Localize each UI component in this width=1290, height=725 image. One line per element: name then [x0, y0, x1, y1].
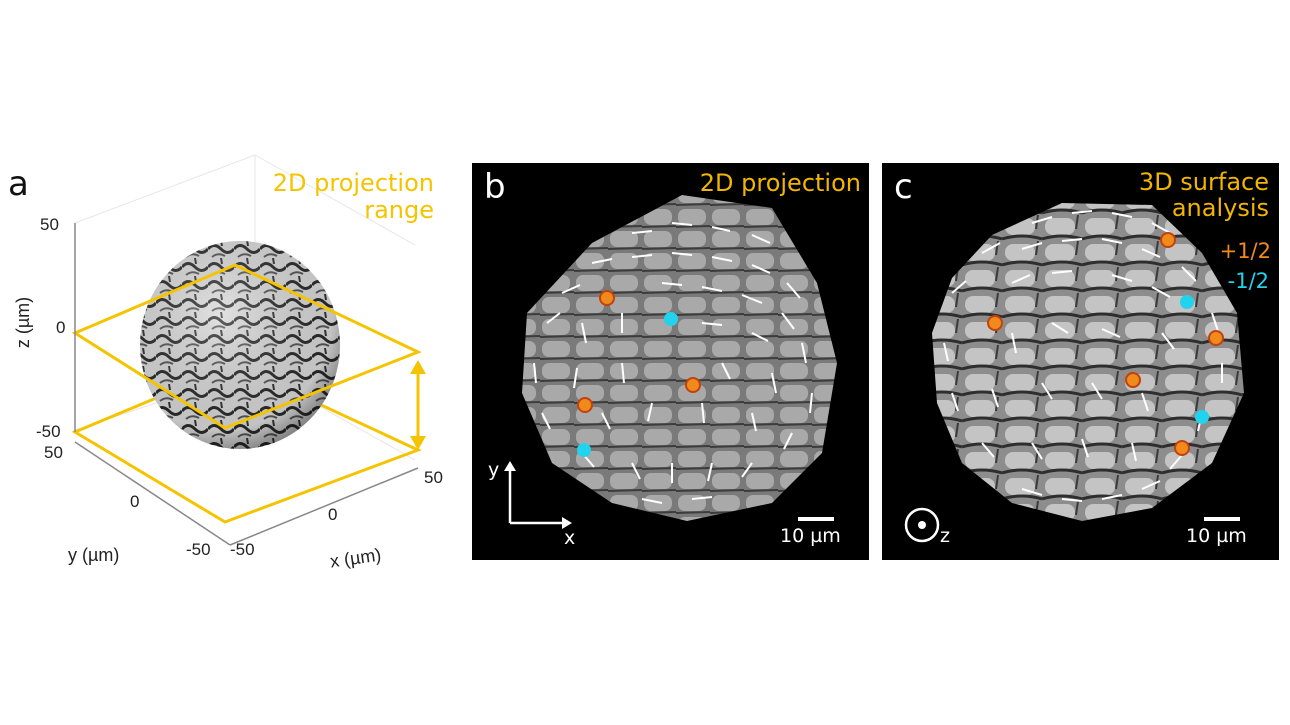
cell-surface	[932, 203, 1244, 521]
annotation-line-1: 2D projection	[272, 169, 434, 197]
scalebar-c	[1204, 517, 1240, 521]
plus-half-defect	[1160, 232, 1176, 248]
xy-axis-arrows	[504, 461, 572, 529]
panel-a-letter: a	[8, 164, 29, 204]
plus-half-defect	[599, 290, 615, 306]
projection-plane	[71, 263, 422, 430]
scalebar-b-label: 10 µm	[780, 525, 841, 547]
panel-b-projection-image	[504, 195, 837, 529]
director-field	[533, 222, 813, 504]
annotation-line-2: range	[364, 196, 434, 224]
plus-half-defect	[1174, 440, 1190, 456]
legend-minus-half: -1/2	[1227, 269, 1269, 293]
plus-half-defect	[577, 397, 593, 413]
plus-half-defect	[987, 315, 1003, 331]
plus-half-defect	[1125, 372, 1141, 388]
y-axis-label: y (µm)	[68, 545, 120, 565]
panel-c-letter: c	[894, 167, 913, 207]
scalebar-b	[798, 517, 834, 521]
panel-c-title-line-2: analysis	[1171, 194, 1269, 222]
y-tick-neg50: -50	[186, 540, 211, 559]
director-field-3d	[943, 210, 1223, 502]
projection-range-annotation: 2D projection range	[273, 170, 434, 224]
z-tick-0: 0	[56, 318, 66, 337]
cell-projection	[522, 195, 837, 521]
plus-half-defect	[685, 377, 701, 393]
panel-b-letter: b	[484, 167, 506, 207]
z-tick-50: 50	[40, 215, 59, 234]
range-double-arrow	[410, 360, 426, 450]
panel-b-title: 2D projection	[699, 169, 861, 197]
z-tick-neg50: -50	[36, 422, 61, 441]
cell-sphere	[140, 241, 340, 449]
x-tick-neg50: -50	[230, 540, 255, 559]
axes-lines	[74, 223, 419, 546]
panel-a: a	[0, 150, 470, 590]
panel-b: b 2D projection y x 10 µm	[472, 163, 869, 560]
y-tick-50: 50	[44, 443, 63, 462]
plus-half-defect	[1208, 330, 1224, 346]
panel-c-surface-image	[904, 203, 1244, 543]
panel-c: c 3D surface analysis +1/2 -1/2 z 10 µm	[882, 163, 1279, 560]
axis-x-label: x	[564, 527, 576, 549]
minus-half-defect	[664, 312, 678, 326]
scalebar-c-label: 10 µm	[1186, 525, 1247, 547]
x-tick-0: 0	[328, 505, 338, 524]
y-tick-0: 0	[130, 492, 140, 511]
defects-panel-b	[577, 290, 701, 457]
z-axis-label: z (µm)	[13, 296, 34, 349]
panel-a-3d-plot	[71, 154, 426, 546]
z-out-of-plane-icon	[904, 507, 940, 543]
minus-half-defect	[1180, 295, 1194, 309]
minus-half-defect	[1195, 410, 1209, 424]
panel-c-title-line-1: 3D surface	[1138, 168, 1269, 196]
axis-z-label: z	[940, 525, 950, 547]
defects-panel-c	[987, 232, 1224, 456]
x-tick-50: 50	[424, 468, 443, 487]
axis-y-label: y	[488, 459, 500, 481]
legend-plus-half: +1/2	[1219, 239, 1271, 263]
panel-c-title: 3D surface analysis	[1139, 169, 1269, 221]
minus-half-defect	[577, 443, 591, 457]
